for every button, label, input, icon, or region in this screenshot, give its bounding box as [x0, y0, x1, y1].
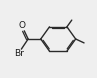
Text: O: O	[18, 21, 25, 30]
Text: Br: Br	[14, 49, 24, 58]
